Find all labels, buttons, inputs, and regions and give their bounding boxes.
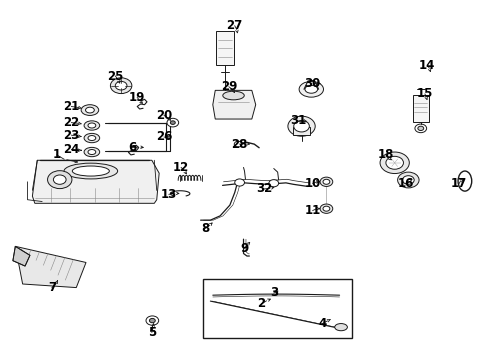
Text: 26: 26 — [156, 130, 172, 144]
Polygon shape — [13, 246, 30, 266]
Text: 19: 19 — [129, 91, 145, 104]
Ellipse shape — [72, 166, 109, 176]
Text: 32: 32 — [255, 183, 272, 195]
Text: 15: 15 — [416, 87, 432, 100]
Ellipse shape — [166, 118, 178, 127]
Polygon shape — [15, 246, 86, 288]
Text: 1: 1 — [53, 148, 61, 161]
Text: 14: 14 — [418, 59, 435, 72]
Polygon shape — [32, 160, 159, 203]
Text: 20: 20 — [156, 109, 172, 122]
Ellipse shape — [457, 171, 471, 191]
Text: 2: 2 — [257, 297, 265, 310]
Ellipse shape — [115, 81, 127, 90]
Text: 17: 17 — [450, 177, 466, 190]
Ellipse shape — [323, 179, 329, 184]
Ellipse shape — [64, 163, 118, 179]
Text: 27: 27 — [226, 19, 243, 32]
Text: 28: 28 — [231, 138, 247, 150]
Bar — [203, 279, 351, 338]
Text: 9: 9 — [240, 242, 248, 255]
Ellipse shape — [268, 180, 278, 187]
Text: 8: 8 — [201, 222, 209, 235]
Ellipse shape — [385, 156, 403, 169]
Ellipse shape — [88, 123, 96, 128]
Ellipse shape — [146, 316, 158, 325]
Ellipse shape — [88, 135, 96, 140]
Polygon shape — [212, 90, 255, 119]
Text: 18: 18 — [377, 148, 393, 161]
Text: 13: 13 — [161, 188, 177, 201]
Ellipse shape — [88, 149, 96, 154]
Ellipse shape — [323, 206, 329, 211]
Ellipse shape — [110, 78, 132, 94]
Text: 25: 25 — [107, 69, 123, 82]
Ellipse shape — [53, 175, 66, 184]
Ellipse shape — [379, 152, 408, 174]
Text: 29: 29 — [220, 80, 237, 93]
Text: 22: 22 — [63, 116, 80, 129]
Ellipse shape — [149, 319, 155, 323]
Ellipse shape — [299, 81, 323, 97]
Text: 12: 12 — [173, 161, 189, 174]
Text: 4: 4 — [318, 317, 326, 330]
Ellipse shape — [234, 141, 242, 147]
Bar — [293, 127, 309, 135]
Ellipse shape — [84, 121, 100, 130]
Bar — [412, 95, 428, 122]
Text: 21: 21 — [63, 100, 80, 113]
Ellipse shape — [305, 85, 317, 93]
Ellipse shape — [234, 179, 244, 186]
Ellipse shape — [320, 177, 332, 186]
Ellipse shape — [397, 172, 418, 188]
Bar — [215, 31, 234, 65]
Ellipse shape — [320, 204, 332, 213]
Ellipse shape — [170, 121, 175, 125]
Text: 30: 30 — [304, 77, 320, 90]
Ellipse shape — [84, 147, 100, 157]
Ellipse shape — [84, 134, 100, 143]
Ellipse shape — [417, 126, 423, 131]
Text: 10: 10 — [304, 177, 320, 190]
Text: 11: 11 — [304, 204, 320, 217]
Ellipse shape — [414, 124, 426, 133]
Text: 5: 5 — [147, 326, 156, 339]
Ellipse shape — [402, 176, 413, 184]
Text: 3: 3 — [269, 287, 277, 300]
Ellipse shape — [334, 324, 346, 331]
Ellipse shape — [81, 105, 99, 116]
Text: 7: 7 — [48, 281, 56, 294]
Ellipse shape — [223, 91, 244, 100]
Ellipse shape — [47, 171, 72, 189]
Text: 24: 24 — [63, 143, 80, 156]
Ellipse shape — [287, 116, 315, 136]
Ellipse shape — [85, 107, 94, 113]
Text: 23: 23 — [63, 129, 80, 142]
Text: 16: 16 — [396, 177, 413, 190]
Text: 6: 6 — [128, 141, 136, 154]
Ellipse shape — [293, 121, 309, 132]
Text: 31: 31 — [289, 114, 305, 127]
